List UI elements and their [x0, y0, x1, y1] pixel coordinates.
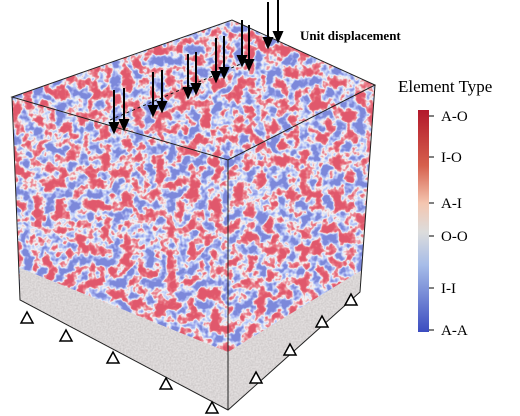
colorbar-label: I-O — [441, 150, 462, 166]
legend-title: Element Type — [398, 77, 492, 96]
annotation: Unit displacement — [300, 28, 401, 43]
support — [21, 312, 33, 323]
colorbar-label: A-A — [441, 323, 468, 339]
colorbar-labels: A-O I-O A-I O-O I-I A-A — [429, 109, 468, 339]
colorbar-label: O-O — [441, 229, 468, 245]
cube — [0, 0, 400, 416]
colorbar — [418, 110, 429, 332]
support — [107, 352, 119, 363]
arrow — [264, 2, 272, 47]
colorbar-label: I-I — [441, 281, 456, 297]
support — [60, 330, 72, 341]
arrow — [274, 0, 282, 41]
figure: Unit displacement Element Type A-O I-O A-I… — [0, 0, 520, 416]
colorbar-label: A-I — [441, 196, 462, 212]
colorbar-label: A-O — [441, 109, 468, 125]
